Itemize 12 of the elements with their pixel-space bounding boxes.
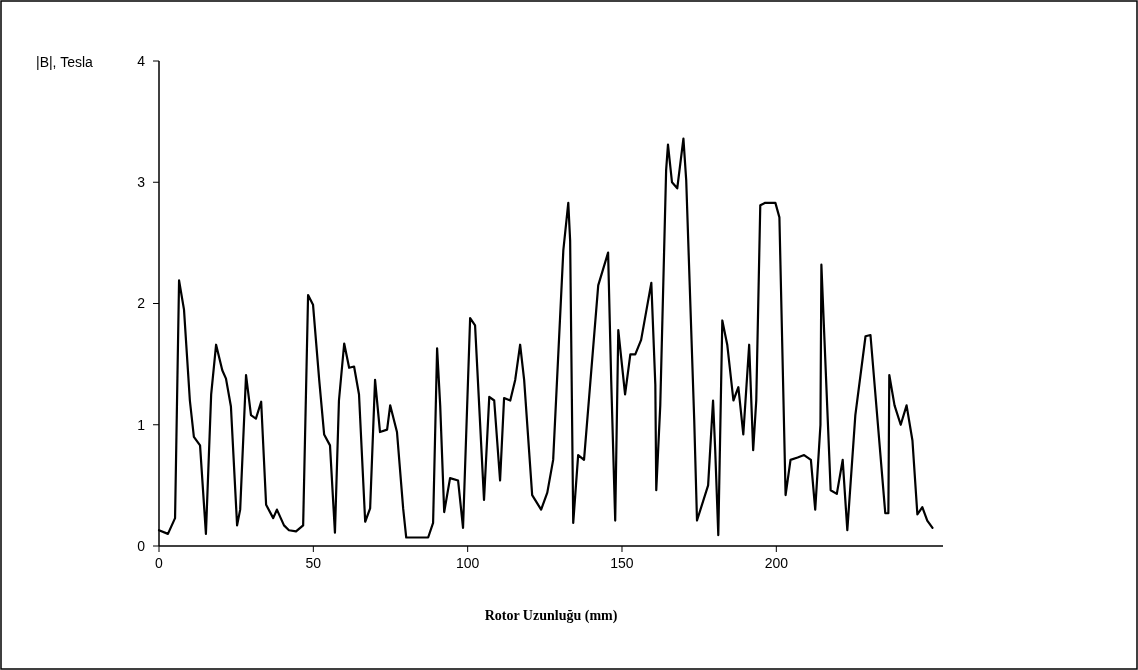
y-tick-label: 1 xyxy=(137,416,146,433)
x-tick-label: 0 xyxy=(155,555,164,571)
y-tick-label: 4 xyxy=(137,52,146,69)
x-tick-label: 50 xyxy=(305,555,322,571)
x-tick-label: 150 xyxy=(610,555,634,571)
y-tick-label: 2 xyxy=(137,295,146,312)
x-axis-title: Rotor Uzunluğu (mm) xyxy=(484,608,618,624)
y-tick-label: 0 xyxy=(137,537,146,554)
x-tick-label: 100 xyxy=(455,555,480,571)
y-axis-title: |B|, Tesla xyxy=(36,54,94,70)
x-tick-label: 200 xyxy=(764,555,789,571)
y-tick-label: 3 xyxy=(137,174,146,191)
